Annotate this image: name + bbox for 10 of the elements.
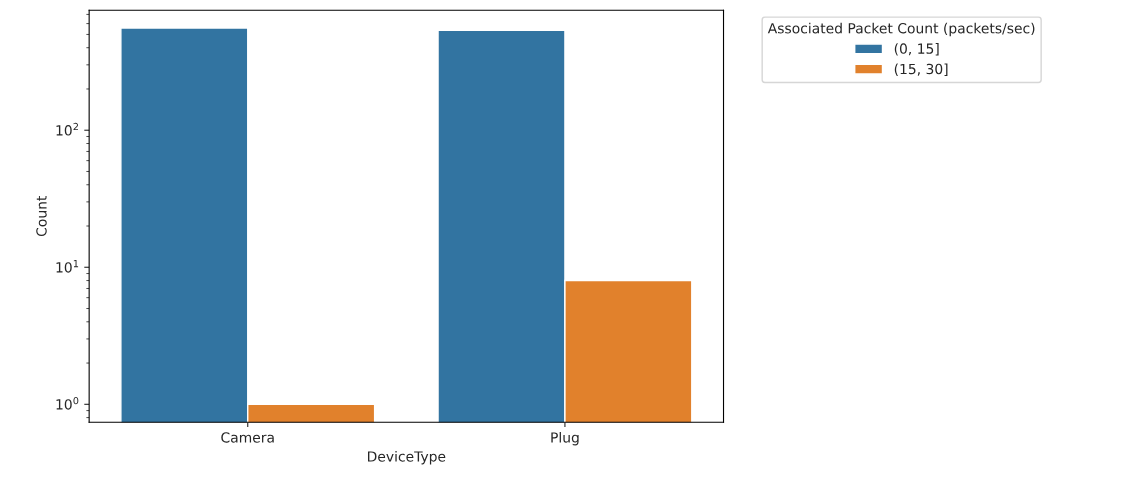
y-tick-label: 10$^{0}$ <box>56 396 79 410</box>
y-tick-label: 10$^{2}$ <box>56 122 79 136</box>
x-axis-title: DeviceType <box>368 450 446 465</box>
legend-label: (0, 15] <box>894 43 939 56</box>
x-tick-label: Plug <box>551 431 579 446</box>
legend-title: Associated Packet Count (packets/sec) <box>767 22 1035 37</box>
legend-label: (15, 30] <box>894 63 948 76</box>
y-axis-title: Count <box>36 195 47 237</box>
y-tick-label: 10$^{1}$ <box>56 260 79 273</box>
x-tick-label: Camera <box>221 432 274 443</box>
